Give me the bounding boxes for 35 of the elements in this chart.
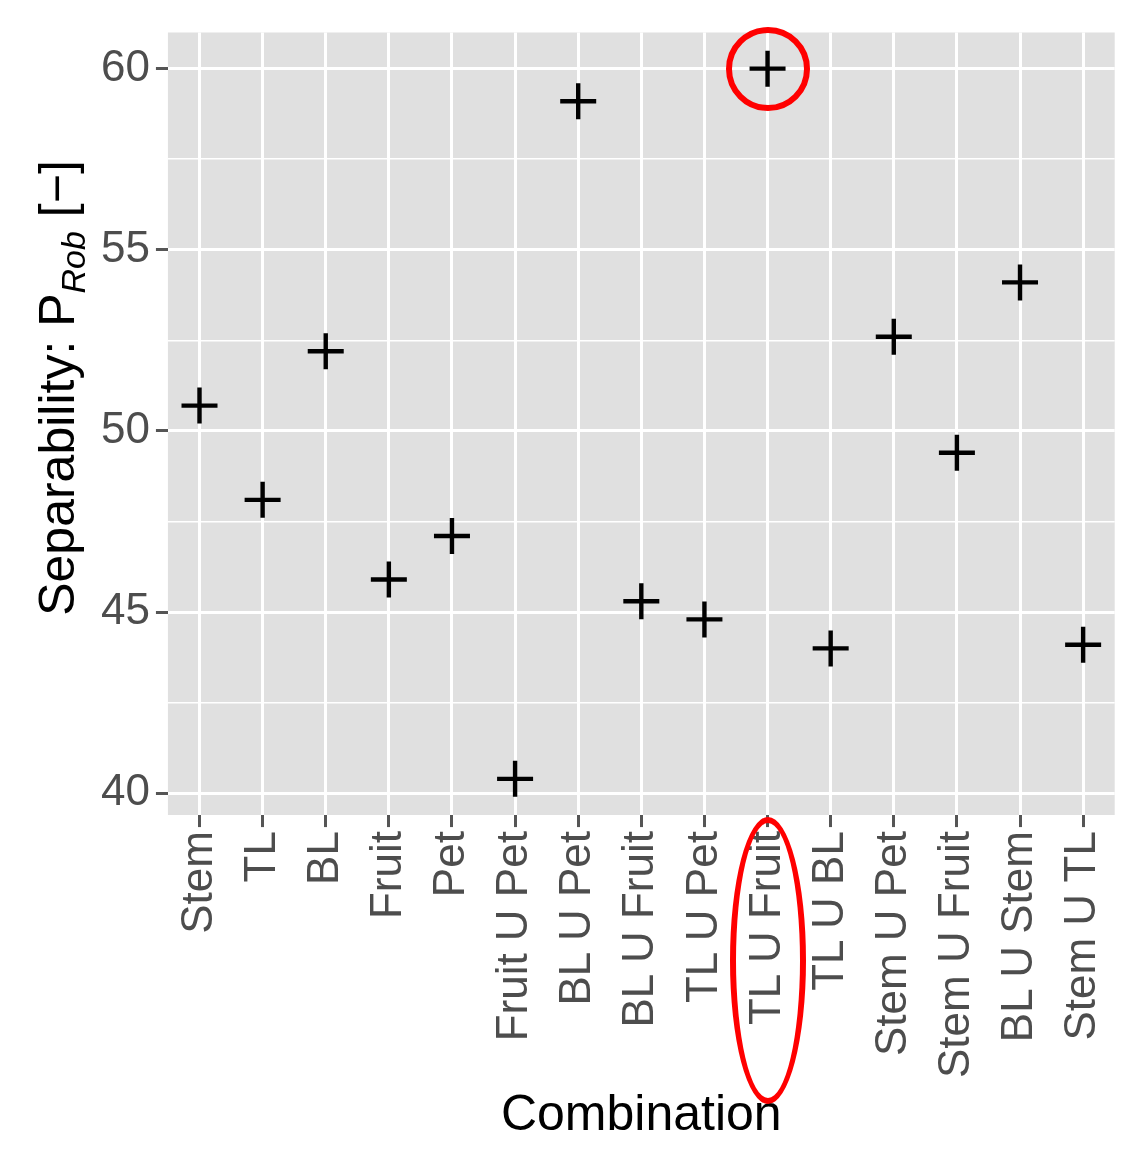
point <box>181 387 218 424</box>
x-tick-label: Fruit <box>360 831 410 920</box>
point <box>623 583 660 620</box>
x-tick-label: BL U Stem <box>992 831 1042 1043</box>
x-tick-label: BL <box>297 831 347 885</box>
x-tick-label: TL <box>234 831 284 883</box>
point <box>433 518 470 555</box>
x-tick-label: Fruit U Pet <box>487 831 537 1042</box>
point <box>370 561 407 598</box>
x-tick-label: BL U Pet <box>550 831 600 1006</box>
y-tick-label: 55 <box>100 221 150 271</box>
point <box>938 434 975 471</box>
x-axis-title: Combination <box>500 1084 782 1141</box>
x-tick-label: BL U Fruit <box>613 831 663 1028</box>
point <box>307 333 344 370</box>
point <box>1002 264 1039 301</box>
x-tick-label: Stem U Fruit <box>929 831 979 1078</box>
point <box>1065 626 1102 663</box>
point <box>812 630 849 667</box>
x-tick-label: Stem U TL <box>1055 831 1105 1041</box>
y-tick-label: 45 <box>100 584 150 634</box>
point <box>686 601 723 638</box>
y-tick-label: 60 <box>100 40 150 90</box>
x-tick-label: TL U Pet <box>676 831 726 1004</box>
y-tick-label: 40 <box>100 765 150 815</box>
point <box>560 83 597 120</box>
x-tick-label: Stem U Pet <box>865 831 915 1057</box>
x-tick-label: Pet <box>424 831 474 898</box>
x-tick-label: TL U Fruit <box>739 831 789 1026</box>
point <box>497 760 534 797</box>
point <box>244 481 281 518</box>
x-tick-label: TL U BL <box>802 831 852 991</box>
x-tick-label: Stem <box>171 831 221 934</box>
point <box>875 318 912 355</box>
y-tick-label: 50 <box>100 403 150 453</box>
